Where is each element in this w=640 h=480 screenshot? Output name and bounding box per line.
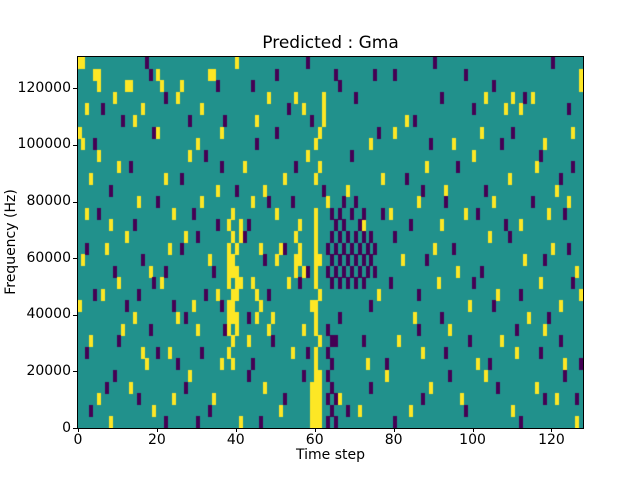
x-axis-label: Time step [296, 447, 365, 463]
x-tick-mark [78, 428, 79, 432]
y-tick-mark [73, 428, 77, 429]
chart-title: Predicted : Gma [262, 33, 399, 53]
y-tick-label: 80000 [26, 193, 71, 210]
heatmap-canvas [78, 57, 583, 428]
x-tick-label: 60 [305, 432, 324, 448]
y-tick-label: 100000 [17, 136, 71, 153]
y-tick-label: 0 [62, 419, 71, 436]
x-tick-mark [393, 428, 395, 432]
x-tick-label: 80 [384, 432, 403, 448]
x-tick-label: 120 [538, 432, 565, 448]
x-tick-label: 0 [73, 432, 83, 448]
y-tick-mark [73, 144, 77, 146]
y-tick-mark [73, 371, 77, 373]
x-tick-mark [314, 428, 316, 432]
x-tick-label: 20 [147, 432, 166, 448]
y-tick-label: 20000 [26, 362, 71, 379]
y-tick-mark [73, 258, 77, 260]
x-tick-label: 100 [459, 432, 486, 448]
y-tick-label: 120000 [17, 79, 71, 96]
y-tick-mark [73, 201, 77, 203]
x-tick-mark [472, 428, 474, 432]
y-tick-mark [73, 88, 77, 90]
y-tick-label: 40000 [26, 306, 71, 323]
x-tick-label: 40 [226, 432, 245, 448]
y-tick-label: 60000 [26, 249, 71, 266]
x-tick-mark [235, 428, 237, 432]
y-tick-mark [73, 314, 77, 316]
plot-area [77, 56, 584, 429]
x-tick-mark [156, 428, 158, 432]
x-tick-mark [551, 428, 553, 432]
